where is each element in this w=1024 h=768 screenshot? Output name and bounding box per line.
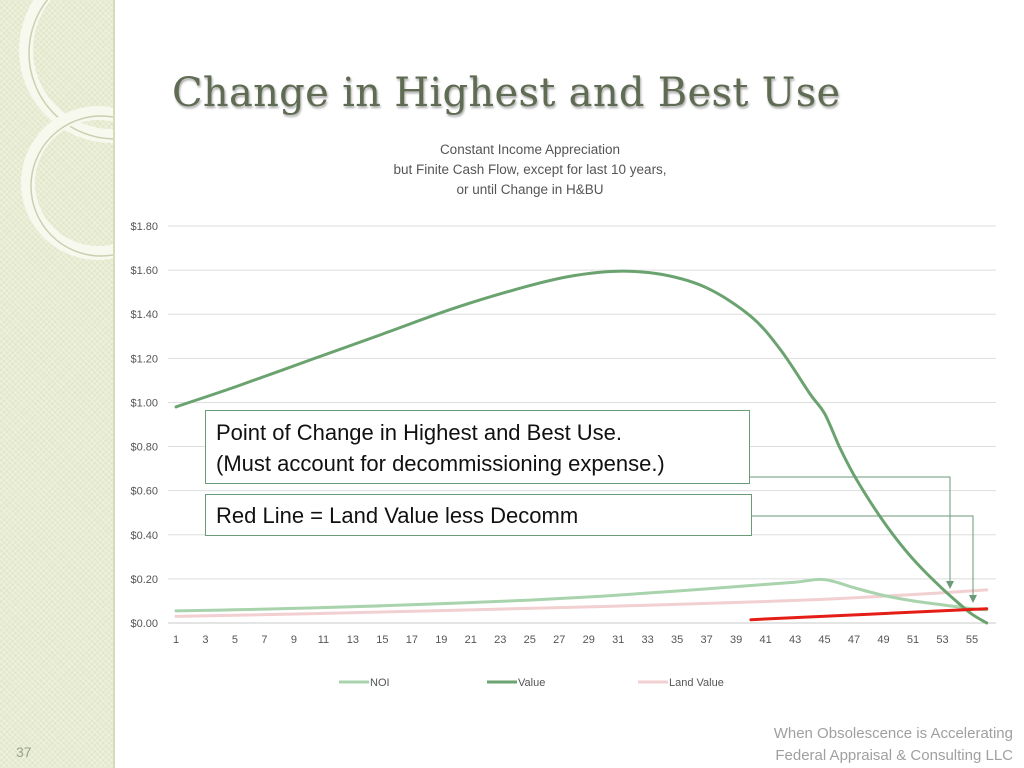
x-tick-label: 49 [877,634,889,646]
x-tick-label: 43 [789,634,801,646]
x-tick-label: 51 [907,634,919,646]
red-line-callout: Red Line = Land Value less Decomm [205,494,752,536]
x-tick-label: 41 [759,634,771,646]
x-tick-label: 1 [173,634,179,646]
x-tick-label: 39 [730,634,742,646]
chart-title: Constant Income Appreciation but Finite … [330,140,730,200]
land-value-series-line [174,588,989,618]
x-tick-label: 15 [376,634,388,646]
x-tick-label: 11 [318,634,329,646]
x-tick-label: 5 [232,634,238,646]
x-tick-label: 27 [553,634,565,646]
footer-line-1: When Obsolescence is Accelerating [773,725,1013,742]
x-tick-label: 25 [524,634,536,646]
y-tick-label: $0.80 [130,442,158,454]
hbu-change-connector-arrow [750,476,954,589]
y-tick-label: $0.40 [130,530,158,542]
red-line-connector-arrow [752,515,977,603]
x-tick-label: 55 [966,634,978,646]
slide-title: Change in Highest and Best Use [172,70,841,116]
x-tick-label: 37 [701,634,713,646]
decorative-side-panel: 37 [0,0,115,768]
x-tick-label: 3 [202,634,208,646]
footer-line-2: Federal Appraisal & Consulting LLC [775,747,1013,764]
y-tick-label: $1.00 [130,397,158,409]
legend-label: NOI [370,677,390,689]
x-tick-label: 9 [291,634,297,646]
chart-title-line-2: but Finite Cash Flow, except for last 10… [393,162,667,177]
x-tick-label: 53 [936,634,948,646]
y-tick-label: $1.80 [130,221,158,233]
hbu-change-callout-line-1: Point of Change in Highest and Best Use. [216,420,623,445]
y-tick-label: $1.60 [130,265,158,277]
red-line-land-value-less-decomm [749,607,989,622]
y-tick-label: $1.40 [130,309,158,321]
x-tick-label: 45 [818,634,830,646]
footer: When Obsolescence is Accelerating Federa… [774,723,1013,767]
x-tick-label: 35 [671,634,683,646]
chart-title-line-1: Constant Income Appreciation [439,142,621,157]
legend-label: Land Value [669,677,724,689]
chart-title-line-3: or until Change in H&BU [456,182,604,197]
x-tick-label: 13 [347,634,359,646]
x-tick-label: 47 [848,634,860,646]
y-tick-label: $0.00 [130,618,158,630]
legend-label: Value [518,677,545,689]
x-tick-label: 19 [435,634,447,646]
x-tick-label: 29 [583,634,595,646]
noi-series-line [174,577,989,613]
hbu-change-callout: Point of Change in Highest and Best Use.… [205,410,750,484]
hbu-change-callout-line-2: (Must account for decommissioning expens… [216,451,665,476]
x-tick-label: 21 [465,634,477,646]
x-tick-label: 17 [406,634,418,646]
y-tick-label: $1.20 [130,353,158,365]
x-tick-label: 31 [612,634,624,646]
y-tick-label: $0.20 [130,574,158,586]
x-tick-label: 23 [494,634,506,646]
x-tick-label: 33 [642,634,654,646]
value-series-line [174,269,989,625]
y-tick-label: $0.60 [130,486,158,498]
x-tick-label: 7 [261,634,267,646]
slide-number: 37 [16,744,32,760]
